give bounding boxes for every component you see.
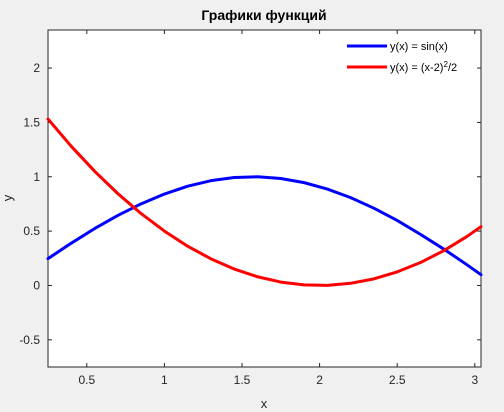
plot-area — [47, 29, 482, 368]
axis-ticks: 0.5 1 1.5 2 2.5 3 -0.5 0 0.5 1 1.5 2 — [19, 30, 481, 387]
x-tick-label: 1.5 — [234, 373, 251, 387]
series-line-sin — [46, 175, 483, 277]
y-tick-label: 0 — [33, 278, 40, 292]
y-tick-label: 1 — [33, 170, 40, 184]
x-axis-label: x — [261, 396, 268, 411]
x-tick-label: 0.5 — [78, 373, 95, 387]
series-line-parabola — [46, 117, 483, 287]
y-tick-label: 2 — [33, 61, 40, 75]
x-tick-label: 2 — [316, 373, 323, 387]
legend: y(x) = sin(x) y(x) = (x-2)2/2 — [347, 41, 457, 74]
y-tick-label: -0.5 — [19, 333, 40, 347]
legend-label-parabola: y(x) = (x-2)2/2 — [390, 60, 457, 75]
y-axis-label: y — [0, 194, 15, 201]
y-tick-label: 1.5 — [23, 115, 40, 129]
x-tick-label: 1 — [161, 373, 168, 387]
chart-title: Графики функций — [201, 7, 326, 23]
series-lines — [46, 117, 483, 287]
x-tick-label: 3 — [471, 373, 478, 387]
legend-label-sin: y(x) = sin(x) — [390, 41, 448, 53]
y-tick-label: 0.5 — [23, 224, 40, 238]
x-tick-label: 2.5 — [389, 373, 406, 387]
